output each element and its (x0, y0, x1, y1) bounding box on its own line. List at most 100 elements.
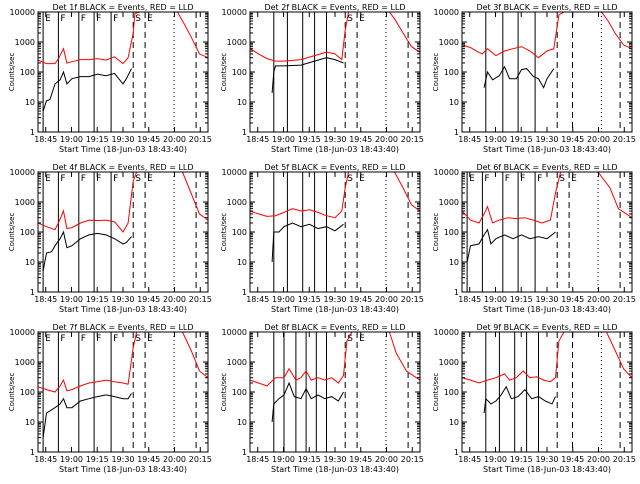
x-axis-label: Start Time (18-Jun-03 18:43:40) (483, 465, 611, 474)
y-axis-label: Counts/sec (432, 53, 440, 92)
x-tick-label: 19:00 (272, 135, 295, 144)
marker-label: S (135, 174, 141, 184)
y-tick-label: 1000 (227, 198, 247, 207)
y-tick-label: 1000 (15, 198, 35, 207)
marker-label: S (135, 334, 141, 344)
x-tick-label: 20:00 (375, 135, 398, 144)
marker-label: F (96, 14, 101, 24)
x-axis-label: Start Time (18-Jun-03 18:43:40) (483, 145, 611, 154)
marker-label: F (113, 174, 118, 184)
x-tick-label: 20:00 (163, 455, 186, 464)
y-axis-label: Counts/sec (220, 213, 228, 252)
series-events-line (483, 385, 556, 414)
x-tick-label: 19:45 (561, 135, 584, 144)
y-axis-label: Counts/sec (220, 53, 228, 92)
y-tick-label: 10 (237, 98, 247, 107)
series-events-line (271, 381, 344, 423)
y-tick-label: 10 (449, 418, 459, 427)
marker-label: E (147, 174, 153, 184)
marker-label: F (520, 174, 525, 184)
y-axis-label: Counts/sec (8, 373, 16, 412)
marker-label: E (147, 14, 153, 24)
x-tick-label: 19:45 (137, 295, 160, 304)
x-tick-label: 19:00 (484, 455, 507, 464)
y-tick-label: 1000 (439, 38, 459, 47)
x-tick-label: 19:00 (60, 135, 83, 144)
marker-label: F (60, 14, 65, 24)
plot-frame (249, 331, 421, 453)
y-tick-label: 1000 (439, 198, 459, 207)
x-axis-label: Start Time (18-Jun-03 18:43:40) (271, 305, 399, 314)
x-axis-label: Start Time (18-Jun-03 18:43:40) (59, 305, 187, 314)
x-tick-label: 19:00 (272, 455, 295, 464)
marker-label: F (81, 174, 86, 184)
plot-frame (37, 331, 209, 453)
x-tick-label: 20:15 (613, 455, 636, 464)
x-tick-label: 19:45 (561, 455, 584, 464)
x-tick-label: 19:30 (535, 135, 558, 144)
x-tick-label: 19:00 (484, 135, 507, 144)
marker-label: E (45, 14, 51, 24)
y-tick-label: 100 (444, 68, 459, 77)
y-tick-label: 10000 (434, 328, 459, 337)
chart-panel-2: Det 2f BLACK = Events, RED = LLD S E 1 10 100… (220, 3, 424, 154)
x-axis-label: Start Time (18-Jun-03 18:43:40) (483, 305, 611, 314)
series-events-line (271, 57, 344, 94)
x-axis-label: Start Time (18-Jun-03 18:43:40) (59, 145, 187, 154)
marker-label: S (559, 174, 565, 184)
x-tick-label: 20:15 (401, 455, 424, 464)
x-tick-label: 19:15 (298, 295, 321, 304)
x-tick-label: 19:15 (86, 455, 109, 464)
plot-frame (461, 171, 633, 293)
x-tick-label: 20:15 (189, 455, 212, 464)
y-tick-label: 10 (25, 418, 35, 427)
y-tick-label: 1 (242, 288, 247, 297)
y-tick-label: 1 (30, 128, 35, 137)
marker-label: E (571, 174, 577, 184)
x-tick-label: 20:15 (189, 295, 212, 304)
chart-title: Det 1f BLACK = Events, RED = LLD (52, 3, 193, 12)
marker-label: E (147, 334, 153, 344)
y-tick-label: 1000 (227, 38, 247, 47)
series-events-line (42, 393, 132, 438)
x-tick-label: 19:30 (323, 295, 346, 304)
x-tick-label: 20:15 (401, 135, 424, 144)
y-axis-label: Counts/sec (8, 213, 16, 252)
x-tick-label: 20:00 (587, 295, 610, 304)
y-tick-label: 10000 (222, 328, 247, 337)
chart-title: Det 3f BLACK = Events, RED = LLD (476, 3, 617, 12)
y-tick-label: 1 (30, 448, 35, 457)
x-tick-label: 20:15 (613, 295, 636, 304)
x-tick-label: 18:45 (246, 295, 269, 304)
x-axis-label: Start Time (18-Jun-03 18:43:40) (59, 465, 187, 474)
x-tick-label: 19:45 (137, 135, 160, 144)
y-axis-label: Counts/sec (432, 213, 440, 252)
x-tick-label: 19:30 (111, 135, 134, 144)
marker-label: F (113, 14, 118, 24)
y-tick-label: 10 (25, 258, 35, 267)
series-lld-line (38, 12, 208, 65)
marker-label: E (469, 174, 475, 184)
y-tick-label: 1 (454, 288, 459, 297)
marker-label: F (81, 14, 86, 24)
marker-label: S (135, 14, 141, 24)
x-tick-label: 20:00 (163, 135, 186, 144)
x-tick-label: 20:00 (587, 455, 610, 464)
y-tick-label: 10000 (434, 168, 459, 177)
plot-area (250, 172, 420, 292)
x-tick-label: 20:15 (189, 135, 212, 144)
x-tick-label: 19:15 (86, 295, 109, 304)
chart-title: Det 9f BLACK = Events, RED = LLD (476, 323, 617, 332)
x-tick-label: 18:45 (246, 135, 269, 144)
y-tick-label: 10 (25, 98, 35, 107)
marker-label: F (96, 334, 101, 344)
x-tick-label: 18:45 (458, 455, 481, 464)
series-events-line (42, 68, 132, 112)
chart-panel-9: Det 9f BLACK = Events, RED = LLD 1 10 100 10… (432, 323, 636, 474)
x-tick-label: 19:45 (349, 455, 372, 464)
y-tick-label: 100 (444, 228, 459, 237)
series-events-line (42, 230, 132, 272)
x-tick-label: 20:00 (375, 455, 398, 464)
y-tick-label: 1000 (227, 358, 247, 367)
